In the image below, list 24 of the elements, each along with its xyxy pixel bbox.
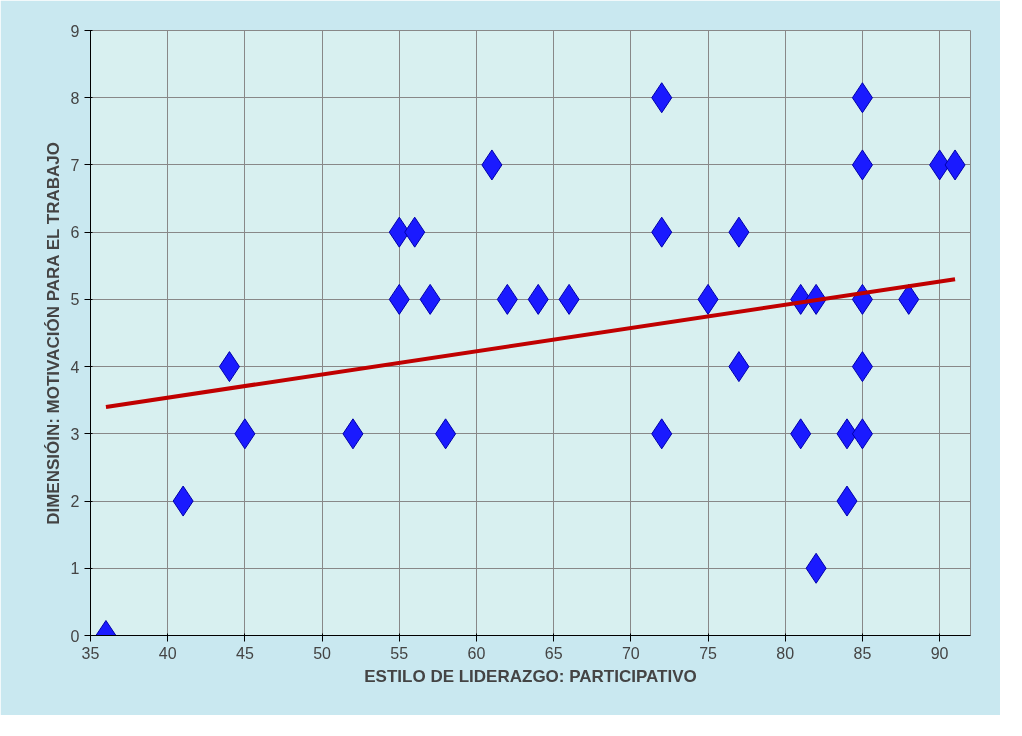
y-tick-label: 2 [70,493,80,511]
y-tick-label: 9 [70,22,80,40]
x-tick-label: 60 [467,644,486,662]
y-tick-label: 0 [70,627,80,645]
x-tick-label: 35 [81,644,100,662]
x-tick-label: 90 [930,644,949,662]
x-tick-label: 45 [235,644,254,662]
y-tick-label: 4 [70,358,80,376]
y-tick-label: 7 [70,156,80,174]
x-tick-label: 80 [776,644,795,662]
y-tick-label: 6 [70,224,80,242]
x-axis-title: ESTILO DE LIDERAZGO: PARTICIPATIVO [364,666,697,686]
x-tick-label: 55 [390,644,409,662]
x-tick-label: 70 [621,644,640,662]
y-tick-label: 5 [70,291,80,309]
y-tick-label: 1 [70,560,80,578]
y-tick-label: 8 [70,89,80,107]
y-axis-title: DIMENSIÓIN: MOTIVACIÓN PARA EL TRABAJO [43,142,63,525]
x-tick-label: 85 [853,644,872,662]
x-tick-label: 50 [313,644,332,662]
x-tick-label: 75 [699,644,718,662]
y-tick-label: 3 [70,425,80,443]
x-tick-label: 40 [158,644,177,662]
x-tick-label: 65 [544,644,563,662]
